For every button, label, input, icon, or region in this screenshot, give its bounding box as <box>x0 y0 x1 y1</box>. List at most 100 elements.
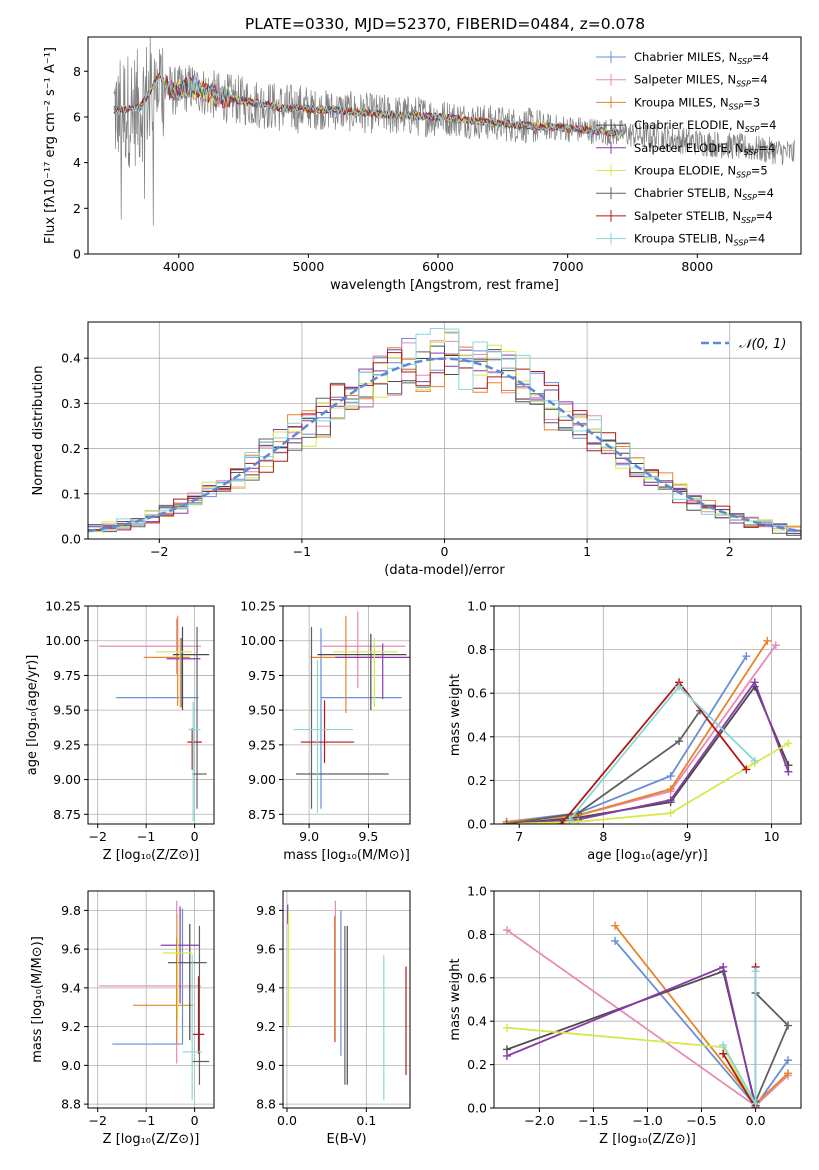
y-tick-label: 0 <box>73 247 81 262</box>
y-tick-label: 8 <box>73 64 81 79</box>
y-tick-label: 0.4 <box>467 1014 487 1029</box>
x-tick-label: −0.5 <box>686 1113 716 1128</box>
y-tick-label: 9.50 <box>53 703 81 718</box>
y-tick-label: 10.00 <box>240 633 276 648</box>
x-tick-label: 9.0 <box>299 829 319 844</box>
y-tick-label: 0.8 <box>467 642 487 657</box>
residual-histogram-step <box>88 328 801 532</box>
x-tick-label: −1 <box>137 829 155 844</box>
point-marker <box>675 682 684 691</box>
axes-frame <box>87 36 802 255</box>
legend-label: Kroupa ELODIE, NSSP=5 <box>634 164 768 180</box>
residual-histogram-step <box>88 346 801 528</box>
y-tick-label: 0.4 <box>61 351 81 366</box>
x-axis-label: age [log₁₀(age/yr)] <box>587 848 708 863</box>
x-axis-label: (data-model)/error <box>384 563 505 578</box>
point-marker <box>771 641 780 650</box>
y-tick-label: 10.25 <box>45 599 81 614</box>
x-tick-label: 1 <box>583 544 591 559</box>
x-tick-label: 0.1 <box>356 1113 376 1128</box>
point-marker <box>502 926 511 935</box>
y-axis-label: Normed distribution <box>31 366 46 496</box>
y-tick-label: 0.0 <box>467 1101 487 1116</box>
y-axis-label: Flux [fλ10⁻¹⁷ erg cm⁻² s⁻¹ A⁻¹] <box>43 47 58 244</box>
point-marker <box>557 820 566 824</box>
residual-histogram-step <box>88 352 801 531</box>
x-tick-label: −2 <box>88 829 106 844</box>
point-marker <box>751 1099 760 1108</box>
y-tick-label: 10.00 <box>45 633 81 648</box>
y-tick-label: 10.25 <box>240 599 276 614</box>
panel-age-vs-mass: 9.0 9.5 8.75 9.00 9.25 9.50 9.75 10.00 10.25 mass… <box>240 599 411 863</box>
x-tick-label: −1.5 <box>578 1113 608 1128</box>
panel-spectrum: 4000 5000 6000 7000 8000 0 2 4 6 8 wavelength [Ang… <box>43 36 802 293</box>
point-marker <box>719 962 728 971</box>
axes-frame <box>282 890 411 1109</box>
point-marker <box>784 767 793 776</box>
y-tick-label: 0.4 <box>467 729 487 744</box>
x-axis-label: E(B-V) <box>326 1132 366 1147</box>
y-tick-label: 0.0 <box>467 817 487 832</box>
point-marker <box>666 785 675 794</box>
x-tick-label: 0.0 <box>277 1113 297 1128</box>
point-marker <box>750 756 759 765</box>
point-marker <box>502 1023 511 1032</box>
point-marker <box>611 936 620 945</box>
y-tick-label: 0.1 <box>61 486 81 501</box>
y-axis-label: mass weight <box>448 674 463 756</box>
plot-area <box>287 900 407 1101</box>
x-tick-label: 0 <box>191 829 199 844</box>
y-tick-label: 0.3 <box>61 396 81 411</box>
point-marker <box>784 1056 793 1065</box>
point-marker <box>666 809 675 818</box>
x-tick-label: 0.0 <box>746 1113 766 1128</box>
point-marker <box>750 678 759 687</box>
y-tick-label: 9.00 <box>248 772 276 787</box>
y-tick-label: 9.4 <box>256 980 276 995</box>
plot-area <box>502 636 793 824</box>
point-marker <box>763 636 772 645</box>
axes-frame <box>87 605 215 825</box>
point-marker <box>502 1051 511 1060</box>
x-tick-label: 8000 <box>681 259 713 274</box>
x-tick-label: 7000 <box>552 259 584 274</box>
y-tick-label: 9.2 <box>61 1019 81 1034</box>
x-tick-label: 0 <box>441 544 449 559</box>
y-tick-label: 9.8 <box>256 903 276 918</box>
y-tick-label: 1.0 <box>467 599 487 614</box>
y-tick-label: 0.2 <box>467 1057 487 1072</box>
x-tick-label: 9 <box>683 829 691 844</box>
y-tick-label: 8.8 <box>61 1097 81 1112</box>
plot-area <box>293 611 410 813</box>
point-marker <box>574 817 583 824</box>
x-tick-label: 0 <box>191 1113 199 1128</box>
y-tick-label: 9.75 <box>248 668 276 683</box>
panel-mass-vs-Z: −2 −1 0 8.8 9.0 9.2 9.4 9.6 9.8 Z [log₁₀(Z/Z⊙)] ma… <box>30 890 215 1147</box>
legend-label: Chabrier ELODIE, NSSP=4 <box>634 118 776 134</box>
x-axis-label: Z [log₁₀(Z/Z⊙)] <box>103 1132 200 1147</box>
y-tick-label: 4 <box>73 155 81 170</box>
y-tick-label: 9.25 <box>53 737 81 752</box>
legend-label: Kroupa MILES, NSSP=3 <box>634 95 760 111</box>
y-tick-label: 9.8 <box>61 903 81 918</box>
panel-age-vs-Z: −2 −1 0 8.75 9.00 9.25 9.50 9.75 10.00 10.25 Z [lo… <box>25 599 215 863</box>
point-marker <box>666 796 675 805</box>
x-tick-label: 5000 <box>292 259 324 274</box>
point-marker <box>565 815 574 824</box>
point-marker <box>784 739 793 748</box>
legend-label: Kroupa STELIB, NSSP=4 <box>634 232 765 248</box>
legend-label: Chabrier STELIB, NSSP=4 <box>634 186 774 202</box>
point-marker <box>751 967 760 976</box>
point-marker <box>719 1041 728 1050</box>
y-tick-label: 0.0 <box>61 532 81 547</box>
y-tick-label: 8.8 <box>256 1097 276 1112</box>
y-tick-label: 0.2 <box>61 441 81 456</box>
axes-frame <box>282 605 411 825</box>
x-tick-label: −1.0 <box>632 1113 662 1128</box>
panel-mass-vs-ebv: 0.0 0.1 8.8 9.0 9.2 9.4 9.6 9.8 E(B-V) <box>256 890 411 1147</box>
x-tick-label: 4000 <box>163 259 195 274</box>
x-tick-label: −2.0 <box>524 1113 554 1128</box>
series-line <box>506 710 701 824</box>
y-tick-label: 0.6 <box>467 970 487 985</box>
